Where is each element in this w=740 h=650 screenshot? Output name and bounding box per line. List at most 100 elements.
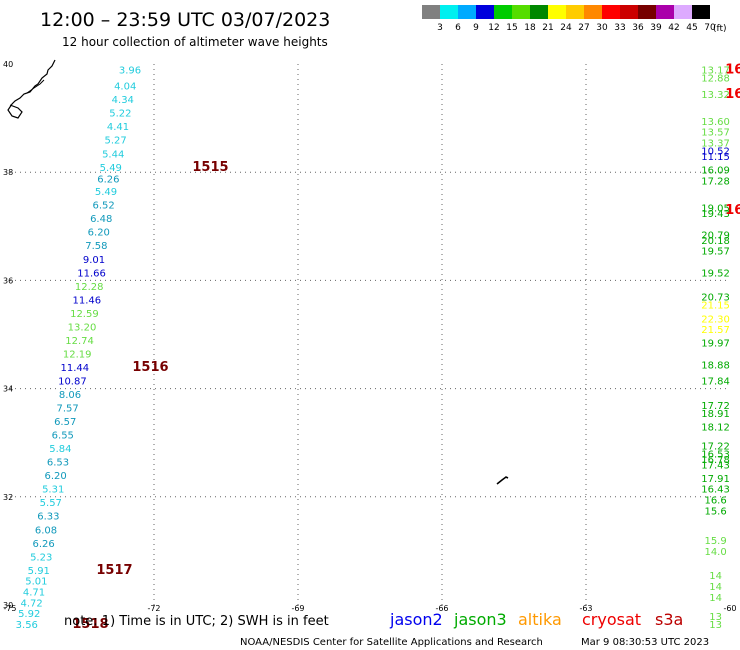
colorbar-level-label: 39: [650, 23, 662, 33]
swh-data-label: 6.48: [90, 214, 112, 225]
satellite-legend: jason2 jason3 altika cryosat s3a: [389, 610, 683, 629]
swh-data-label: 6.08: [35, 525, 57, 536]
swh-data-label: 3.96: [119, 65, 141, 76]
swh-data-label: 5.57: [40, 498, 62, 509]
swh-data-label: 12.28: [75, 282, 104, 293]
swh-data-label: 13: [709, 620, 722, 631]
colorbar-level-label: 42: [668, 23, 679, 33]
colorbar-level-label: 70: [704, 23, 716, 33]
swh-data-label: 12.59: [70, 309, 99, 320]
x-tick-label: -69: [291, 604, 304, 613]
swh-data-label: 12.19: [63, 349, 92, 360]
swh-data-label: 9.01: [83, 255, 105, 266]
swh-data-label: 14: [709, 571, 722, 582]
swh-data-label: 11.15: [701, 152, 730, 163]
colorbar-swatch: [476, 5, 494, 19]
colorbar-swatch: [566, 5, 584, 19]
orbit-label: 16: [725, 203, 740, 218]
swh-data-label: 6.26: [32, 539, 54, 550]
satellite-legend-item: altika: [518, 610, 562, 629]
colorbar-swatch: [512, 5, 530, 19]
colorbar-level-label: 30: [596, 23, 608, 33]
swh-data-label: 22.30: [701, 314, 730, 325]
swh-data-label: 5.01: [25, 577, 47, 588]
x-tick-label: -75: [3, 604, 16, 613]
y-tick-label: 32: [3, 493, 13, 502]
swh-data-label: 21.57: [701, 325, 730, 336]
swh-data-label: 5.49: [95, 187, 117, 198]
colorbar-swatch: [656, 5, 674, 19]
swh-data-label: 6.26: [97, 175, 119, 186]
swh-data-label: 13.57: [701, 128, 730, 139]
swh-data-label: 20.79: [701, 230, 730, 241]
colorbar-level-label: 15: [506, 23, 517, 33]
swh-data-label: 16.43: [701, 485, 730, 496]
color-scale-bar: 3 6 9 12 15 18 21 24 27 30 33 36 39 42 45 70: [422, 5, 716, 33]
swh-data-label: 10.52: [701, 147, 730, 158]
y-tick-label: 38: [3, 168, 13, 177]
swh-data-label: 5.84: [49, 444, 71, 455]
colorbar-swatch: [584, 5, 602, 19]
swh-data-label: 4.71: [23, 587, 45, 598]
swh-data-label: 6.53: [47, 458, 69, 469]
swh-data-label: 14.0: [704, 547, 726, 558]
swh-data-label: 6.33: [37, 512, 59, 523]
colorbar-level-label: 33: [614, 23, 625, 33]
swh-data-label: 5.92: [18, 609, 40, 620]
swh-data-label: 16.53: [701, 450, 730, 461]
color-scale-unit: (ft): [713, 24, 727, 34]
swh-data-label: 14: [709, 582, 722, 593]
swh-data-label: 4.34: [112, 95, 134, 106]
colorbar-swatch: [494, 5, 512, 19]
swh-data-label: 11.66: [77, 268, 106, 279]
swh-data-label: 16.78: [701, 455, 730, 466]
swh-data-label: 5.91: [28, 566, 50, 577]
swh-data-label: 19.05: [701, 203, 730, 214]
orbit-label: 1518: [72, 617, 108, 632]
swh-data-label: 13.37: [701, 138, 730, 149]
chart-subtitle: 12 hour collection of altimeter wave hei…: [62, 35, 328, 49]
colorbar-swatch: [440, 5, 458, 19]
y-tick-label: 30: [3, 601, 13, 610]
satellite-legend-item: cryosat: [582, 610, 641, 629]
orbit-label: 160: [725, 87, 740, 102]
footer-credit: NOAA/NESDIS Center for Satellite Applica…: [240, 637, 543, 648]
plot-grid: [10, 64, 730, 605]
swh-data-label: 20.73: [701, 293, 730, 304]
colorbar-swatch: [458, 5, 476, 19]
swh-data-label: 14: [709, 593, 722, 604]
swh-data-label: 5.23: [30, 552, 52, 563]
coastline: [7, 59, 509, 485]
swh-data-label: 3.56: [16, 620, 38, 631]
colorbar-level-label: 45: [686, 23, 697, 33]
swh-data-label: 18.88: [701, 360, 730, 371]
swh-data-label: 13.20: [68, 322, 97, 333]
swh-data-label: 5.27: [104, 136, 126, 147]
swh-data-label: 16.6: [704, 496, 726, 507]
orbit-number-labels: 1515 1516 1517 1518 1609 160 16: [72, 62, 740, 632]
x-tick-label: -72: [147, 604, 160, 613]
swh-data-label: 19.52: [701, 268, 730, 279]
satellite-legend-item: jason2: [389, 610, 443, 629]
swh-data-label: 11.44: [60, 363, 89, 374]
swh-data-label: 17.43: [701, 460, 730, 471]
colorbar-swatch: [422, 5, 440, 19]
colorbar-level-label: 9: [473, 23, 479, 33]
wave-height-tracks: 3.964.044.345.224.415.275.445.496.265.49…: [16, 65, 730, 631]
swh-data-label: 17.91: [701, 474, 730, 485]
swh-data-label: 18.12: [701, 422, 730, 433]
swh-data-label: 4.72: [20, 598, 42, 609]
swh-data-label: 5.31: [42, 485, 64, 496]
colorbar-swatch: [638, 5, 656, 19]
colorbar-swatch: [530, 5, 548, 19]
swh-data-label: 11.46: [72, 295, 101, 306]
swh-data-label: 5.44: [102, 149, 124, 160]
colorbar-level-label: 12: [488, 23, 499, 33]
colorbar-swatch: [692, 5, 710, 19]
colorbar-level-label: 27: [578, 23, 589, 33]
orbit-label: 1517: [96, 563, 132, 578]
swh-data-label: 8.06: [59, 390, 81, 401]
swh-data-label: 7.57: [56, 404, 78, 415]
swh-data-label: 4.04: [114, 82, 136, 93]
swh-data-label: 10.87: [58, 376, 87, 387]
